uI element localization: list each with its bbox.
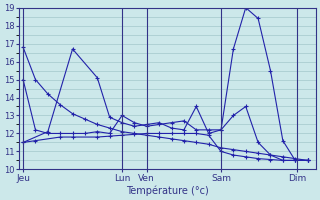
X-axis label: Température (°c): Température (°c) <box>126 185 209 196</box>
